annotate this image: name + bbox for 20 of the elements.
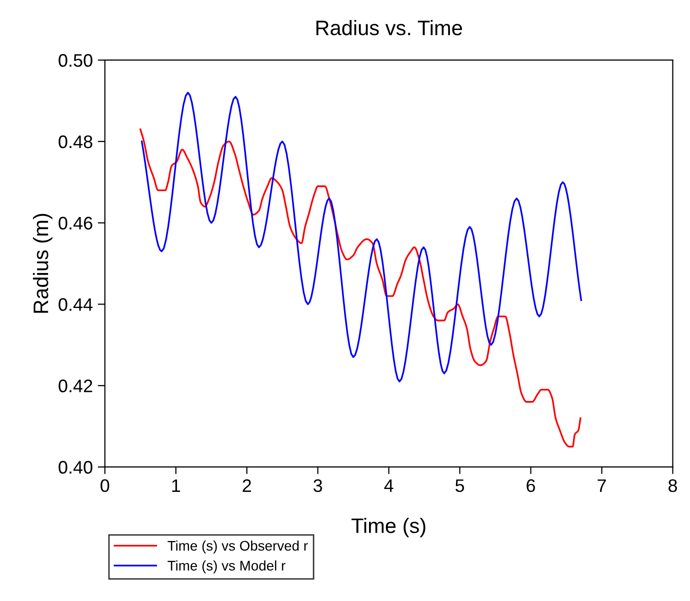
- legend-label: Time (s) vs Model r: [168, 560, 286, 574]
- chart-title: Radius vs. Time: [316, 20, 462, 36]
- x-tick-label: 2: [242, 479, 251, 492]
- x-tick-label: 4: [384, 479, 394, 492]
- x-tick-label: 3: [314, 479, 322, 492]
- x-tick-label: 8: [668, 479, 677, 492]
- y-tick-label: 0.48: [58, 135, 92, 148]
- x-tick-label: 6: [526, 479, 536, 492]
- y-tick-label: 0.44: [58, 298, 93, 311]
- x-tick-label: 7: [598, 479, 606, 492]
- y-tick-label: 0.42: [58, 380, 92, 392]
- y-tick-label: 0.40: [58, 460, 92, 474]
- x-tick-label: 1: [172, 479, 180, 492]
- y-tick-label: 0.50: [58, 54, 92, 67]
- x-tick-label: 0: [100, 479, 110, 492]
- y-axis-title: Radius (m): [32, 214, 52, 313]
- y-tick-label: 0.46: [58, 216, 92, 230]
- x-axis-title: Time (s): [351, 518, 426, 538]
- x-tick-label: 5: [456, 479, 464, 492]
- legend-label: Time (s) vs Observed r: [168, 540, 308, 554]
